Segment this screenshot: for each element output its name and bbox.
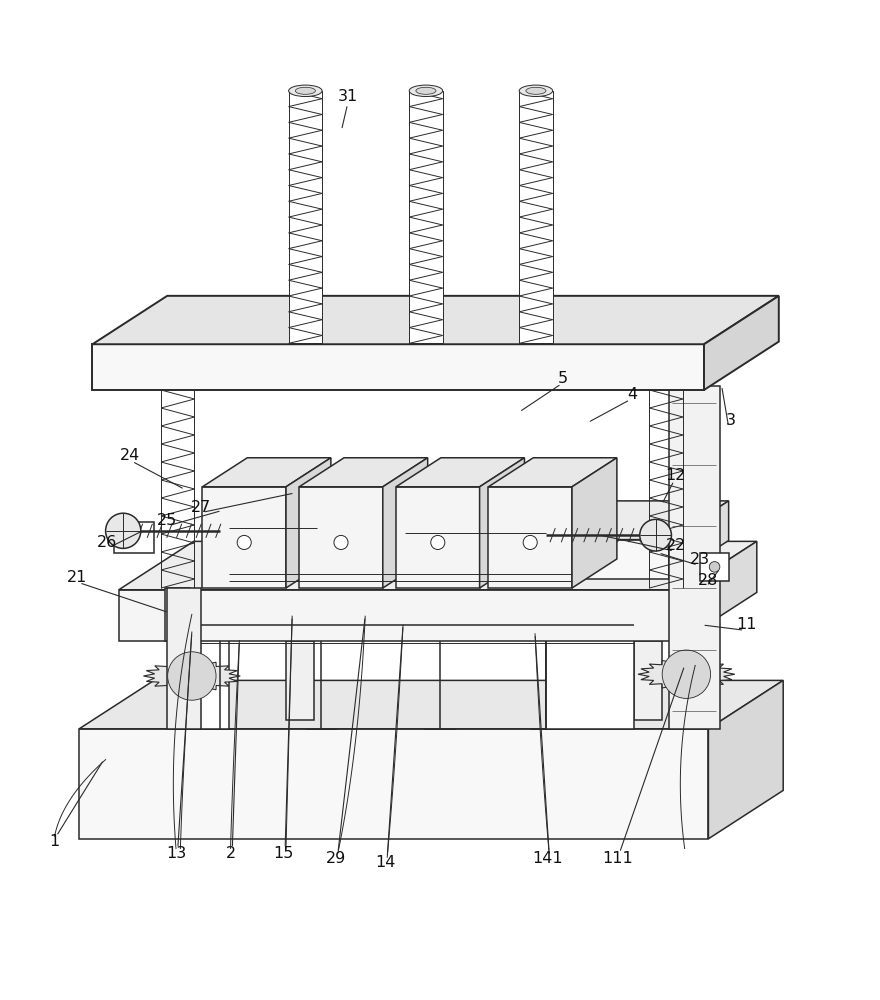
Polygon shape	[396, 487, 480, 588]
Text: 4: 4	[627, 387, 637, 402]
Text: 15: 15	[273, 846, 294, 861]
Text: 22: 22	[665, 538, 686, 553]
Polygon shape	[289, 91, 322, 343]
Text: 25: 25	[157, 513, 178, 528]
Circle shape	[334, 535, 348, 549]
Polygon shape	[700, 553, 729, 581]
Polygon shape	[233, 480, 384, 509]
Polygon shape	[172, 641, 200, 729]
Text: 14: 14	[375, 855, 396, 870]
Text: 3: 3	[725, 413, 736, 428]
Polygon shape	[365, 509, 471, 537]
Polygon shape	[339, 480, 384, 537]
Text: 21: 21	[67, 570, 88, 585]
Polygon shape	[167, 588, 201, 729]
Polygon shape	[143, 660, 240, 692]
Polygon shape	[299, 487, 383, 588]
Polygon shape	[546, 641, 574, 720]
Text: 2: 2	[225, 846, 236, 861]
Circle shape	[523, 535, 537, 549]
Ellipse shape	[289, 85, 322, 97]
Polygon shape	[286, 458, 331, 588]
Ellipse shape	[409, 85, 443, 97]
Ellipse shape	[519, 85, 553, 97]
Text: 1: 1	[49, 834, 60, 849]
Circle shape	[663, 650, 711, 698]
Polygon shape	[220, 540, 669, 579]
Polygon shape	[572, 458, 617, 588]
Text: 29: 29	[326, 851, 347, 866]
Polygon shape	[682, 541, 757, 641]
Polygon shape	[165, 588, 190, 641]
Ellipse shape	[416, 87, 436, 94]
Text: 26: 26	[97, 535, 118, 550]
Polygon shape	[220, 501, 729, 540]
Polygon shape	[634, 641, 662, 720]
Circle shape	[168, 652, 216, 700]
Text: 27: 27	[190, 500, 211, 515]
Polygon shape	[471, 480, 516, 537]
Text: 5: 5	[558, 371, 568, 386]
Polygon shape	[202, 487, 286, 588]
Polygon shape	[114, 522, 154, 553]
Text: 23: 23	[690, 552, 709, 567]
Text: 28: 28	[698, 573, 719, 588]
Polygon shape	[299, 458, 428, 487]
Text: 11: 11	[736, 617, 757, 632]
Text: 141: 141	[532, 851, 562, 866]
Polygon shape	[669, 386, 720, 729]
Polygon shape	[669, 501, 729, 579]
Polygon shape	[638, 659, 735, 690]
Ellipse shape	[296, 87, 315, 94]
Circle shape	[106, 513, 141, 548]
Polygon shape	[202, 458, 331, 487]
Polygon shape	[365, 480, 516, 509]
Text: 31: 31	[337, 89, 358, 104]
Polygon shape	[119, 590, 682, 641]
Text: 24: 24	[120, 448, 141, 463]
Polygon shape	[396, 458, 524, 487]
Polygon shape	[79, 680, 783, 729]
Polygon shape	[92, 296, 779, 344]
Polygon shape	[704, 296, 779, 390]
Polygon shape	[488, 458, 617, 487]
Polygon shape	[383, 458, 428, 588]
Polygon shape	[79, 729, 708, 839]
Text: 13: 13	[165, 846, 187, 861]
Polygon shape	[480, 458, 524, 588]
Polygon shape	[708, 680, 783, 839]
Polygon shape	[488, 487, 572, 588]
Circle shape	[709, 562, 720, 572]
Circle shape	[640, 519, 671, 551]
Polygon shape	[92, 344, 704, 390]
Polygon shape	[233, 509, 339, 537]
Circle shape	[238, 535, 252, 549]
Polygon shape	[519, 91, 553, 343]
Polygon shape	[409, 91, 443, 343]
Text: 111: 111	[603, 851, 633, 866]
Text: 12: 12	[665, 468, 686, 483]
Polygon shape	[172, 625, 229, 729]
Ellipse shape	[526, 87, 546, 94]
Polygon shape	[286, 641, 314, 720]
Circle shape	[431, 535, 445, 549]
Polygon shape	[119, 541, 757, 590]
Polygon shape	[546, 625, 634, 729]
